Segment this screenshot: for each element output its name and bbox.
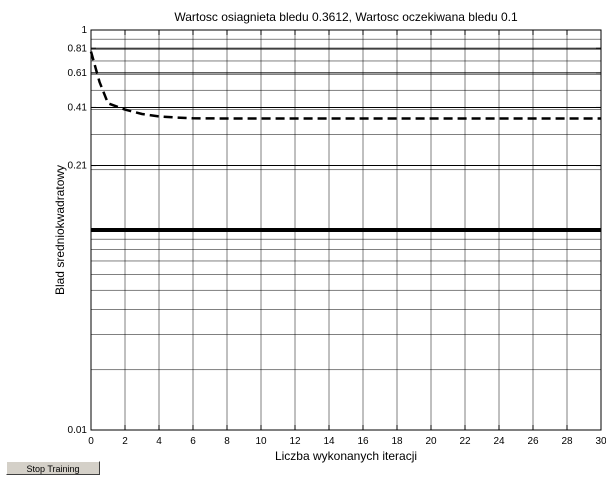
x-tick-label: 0 (88, 436, 94, 447)
chart-title: Wartosc osiagnieta bledu 0.3612, Wartosc… (174, 10, 518, 24)
stop-training-button[interactable]: Stop Training (6, 461, 100, 475)
x-tick-label: 2 (122, 436, 128, 447)
x-tick-label: 26 (527, 436, 539, 447)
x-tick-label: 4 (156, 436, 162, 447)
x-tick-label: 12 (289, 436, 301, 447)
x-tick-label: 18 (391, 436, 403, 447)
x-axis-label: Liczba wykonanych iteracji (275, 449, 417, 463)
x-tick-label: 24 (493, 436, 505, 447)
x-tick-label: 30 (595, 436, 606, 447)
x-tick-label: 28 (561, 436, 573, 447)
x-tick-label: 20 (425, 436, 437, 447)
x-tick-label: 14 (323, 436, 335, 447)
y-tick-labels: 0.01 0.21 0.41 0.61 0.81 1 (68, 25, 88, 436)
x-tick-label: 6 (190, 436, 196, 447)
x-tick-label: 16 (357, 436, 369, 447)
y-tick-label: 1 (81, 25, 87, 36)
x-tick-label: 22 (459, 436, 471, 447)
x-tick-labels: 0 2 4 6 8 10 12 14 16 18 20 22 24 26 28 30 (88, 436, 606, 447)
y-tick-label: 0.61 (68, 68, 88, 79)
x-tick-label: 8 (224, 436, 230, 447)
y-tick-label: 0.01 (68, 425, 88, 436)
y-tick-label: 0.81 (68, 43, 88, 54)
x-tick-label: 10 (255, 436, 267, 447)
x-tick-marks (124, 30, 568, 430)
achieved-error-line (89, 51, 601, 120)
series-group (89, 51, 601, 232)
plot-frame (90, 29, 602, 431)
y-tick-label: 0.41 (68, 102, 88, 113)
y-axis-label: Blad sredniokwadratowy (53, 165, 67, 295)
y-tick-label: 0.21 (68, 161, 88, 172)
